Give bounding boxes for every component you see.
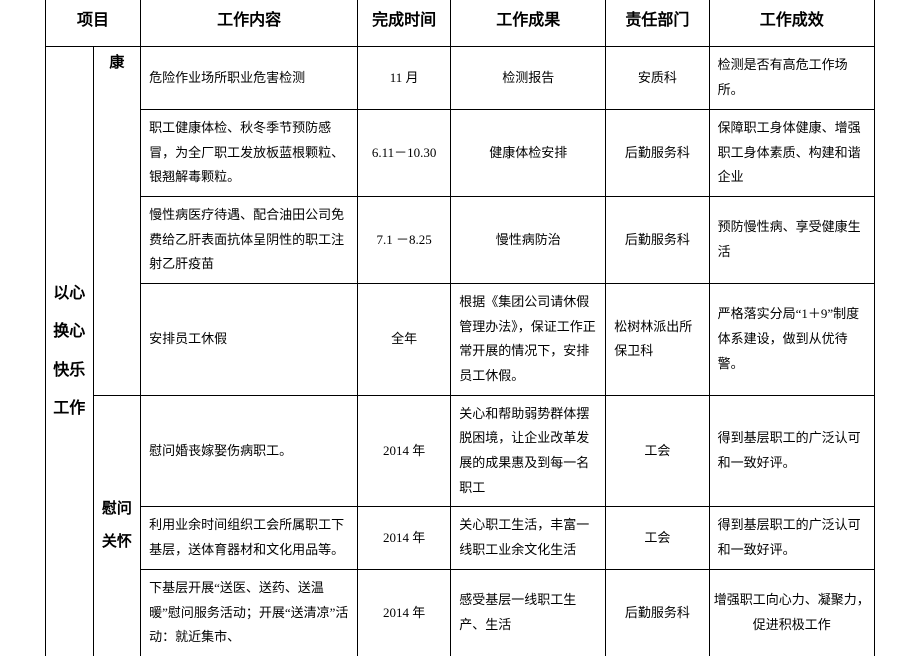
header-project: 项目 — [46, 0, 141, 47]
cell-content: 慢性病医疗待遇、配合油田公司免费给乙肝表面抗体呈阴性的职工注射乙肝疫苗 — [141, 196, 358, 283]
cell-time: 全年 — [358, 283, 451, 395]
cell-time: 11 月 — [358, 47, 451, 109]
cell-dept: 后勤服务科 — [606, 569, 709, 656]
cell-time: 6.11－10.30 — [358, 109, 451, 196]
project-outer-cell: 以心 换心 快乐 工作 — [46, 47, 94, 656]
header-content: 工作内容 — [141, 0, 358, 47]
cell-content: 安排员工休假 — [141, 283, 358, 395]
cell-result: 检测报告 — [451, 47, 606, 109]
cell-effect: 预防慢性病、享受健康生活 — [709, 196, 874, 283]
cell-result: 关心职工生活，丰富一线职工业余文化生活 — [451, 507, 606, 569]
header-time: 完成时间 — [358, 0, 451, 47]
cell-content: 职工健康体检、秋冬季节预防感冒，为全厂职工发放板蓝根颗粒、银翘解毒颗粒。 — [141, 109, 358, 196]
cell-content: 危险作业场所职业危害检测 — [141, 47, 358, 109]
cell-content: 慰问婚丧嫁娶伤病职工。 — [141, 395, 358, 507]
cell-dept: 工会 — [606, 507, 709, 569]
cell-result: 根据《集团公司请休假管理办法》，保证工作正常开展的情况下，安排员工休假。 — [451, 283, 606, 395]
cell-time: 2014 年 — [358, 569, 451, 656]
cell-dept: 松树林派出所保卫科 — [606, 283, 709, 395]
cell-result: 关心和帮助弱势群体摆脱困境，让企业改革发展的成果惠及到每一名职工 — [451, 395, 606, 507]
project-inner-top: 康 — [93, 47, 141, 395]
cell-dept: 后勤服务科 — [606, 196, 709, 283]
cell-result: 健康体检安排 — [451, 109, 606, 196]
table-row: 慰问 关怀 慰问婚丧嫁娶伤病职工。 2014 年 关心和帮助弱势群体摆脱困境，让… — [46, 395, 875, 507]
cell-effect: 增强职工向心力、凝聚力，促进积极工作 — [709, 569, 874, 656]
cell-effect: 得到基层职工的广泛认可和一致好评。 — [709, 395, 874, 507]
table-row: 安排员工休假 全年 根据《集团公司请休假管理办法》，保证工作正常开展的情况下，安… — [46, 283, 875, 395]
work-plan-table: 项目 工作内容 完成时间 工作成果 责任部门 工作成效 以心 换心 快乐 工作 … — [45, 0, 875, 656]
header-dept: 责任部门 — [606, 0, 709, 47]
project-inner-bottom: 慰问 关怀 — [93, 395, 141, 656]
table-row: 下基层开展“送医、送药、送温暖”慰问服务活动；开展“送清凉”活动：就近集市、 2… — [46, 569, 875, 656]
header-result: 工作成果 — [451, 0, 606, 47]
cell-dept: 后勤服务科 — [606, 109, 709, 196]
header-row: 项目 工作内容 完成时间 工作成果 责任部门 工作成效 — [46, 0, 875, 47]
cell-dept: 工会 — [606, 395, 709, 507]
cell-result: 感受基层一线职工生产、生活 — [451, 569, 606, 656]
table-row: 利用业余时间组织工会所属职工下基层，送体育器材和文化用品等。 2014 年 关心… — [46, 507, 875, 569]
cell-effect: 保障职工身体健康、增强职工身体素质、构建和谐企业 — [709, 109, 874, 196]
cell-time: 2014 年 — [358, 395, 451, 507]
table-row: 慢性病医疗待遇、配合油田公司免费给乙肝表面抗体呈阴性的职工注射乙肝疫苗 7.1 … — [46, 196, 875, 283]
cell-time: 2014 年 — [358, 507, 451, 569]
cell-content: 下基层开展“送医、送药、送温暖”慰问服务活动；开展“送清凉”活动：就近集市、 — [141, 569, 358, 656]
cell-dept: 安质科 — [606, 47, 709, 109]
table-row: 以心 换心 快乐 工作 康 危险作业场所职业危害检测 11 月 检测报告 安质科… — [46, 47, 875, 109]
cell-effect: 严格落实分局“1＋9”制度体系建设，做到从优待警。 — [709, 283, 874, 395]
table-row: 职工健康体检、秋冬季节预防感冒，为全厂职工发放板蓝根颗粒、银翘解毒颗粒。 6.1… — [46, 109, 875, 196]
cell-time: 7.1 －8.25 — [358, 196, 451, 283]
cell-result: 慢性病防治 — [451, 196, 606, 283]
cell-effect: 得到基层职工的广泛认可和一致好评。 — [709, 507, 874, 569]
cell-effect: 检测是否有高危工作场所。 — [709, 47, 874, 109]
cell-content: 利用业余时间组织工会所属职工下基层，送体育器材和文化用品等。 — [141, 507, 358, 569]
header-effect: 工作成效 — [709, 0, 874, 47]
